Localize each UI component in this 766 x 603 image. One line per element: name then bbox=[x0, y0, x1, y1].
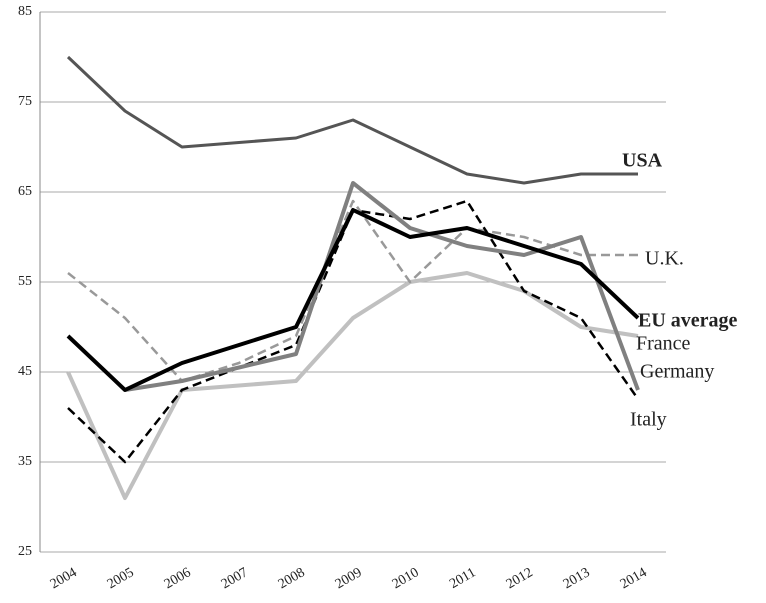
y-tick-label: 45 bbox=[18, 364, 32, 379]
y-tick-label: 65 bbox=[18, 184, 32, 199]
x-tick-label: 2006 bbox=[162, 565, 194, 592]
series-label: Italy bbox=[630, 409, 667, 431]
series-label: U.K. bbox=[645, 248, 684, 270]
series-line bbox=[67, 199, 640, 464]
x-tick-label: 2004 bbox=[48, 565, 80, 592]
x-tick-label: 2005 bbox=[105, 565, 137, 592]
series-line bbox=[66, 55, 638, 185]
series-line bbox=[66, 271, 639, 500]
x-tick-label: 2014 bbox=[618, 565, 650, 592]
y-tick-label: 75 bbox=[18, 94, 32, 109]
series-label: EU average bbox=[638, 310, 738, 332]
series-line bbox=[66, 208, 640, 392]
series-line bbox=[124, 181, 640, 392]
series-label: Germany bbox=[640, 361, 714, 383]
series-label: USA bbox=[622, 150, 663, 172]
x-tick-label: 2008 bbox=[276, 565, 308, 592]
y-tick-label: 25 bbox=[18, 544, 32, 559]
x-tick-label: 2010 bbox=[390, 565, 422, 592]
y-tick-label: 35 bbox=[18, 454, 32, 469]
x-tick-label: 2012 bbox=[504, 565, 536, 592]
y-tick-label: 85 bbox=[18, 4, 32, 19]
x-tick-label: 2007 bbox=[219, 565, 251, 592]
x-tick-label: 2013 bbox=[561, 565, 593, 592]
y-tick-label: 55 bbox=[18, 274, 32, 289]
series-line bbox=[67, 199, 638, 383]
x-tick-label: 2011 bbox=[447, 565, 478, 592]
series-label: France bbox=[636, 333, 691, 355]
x-tick-label: 2009 bbox=[333, 565, 365, 592]
